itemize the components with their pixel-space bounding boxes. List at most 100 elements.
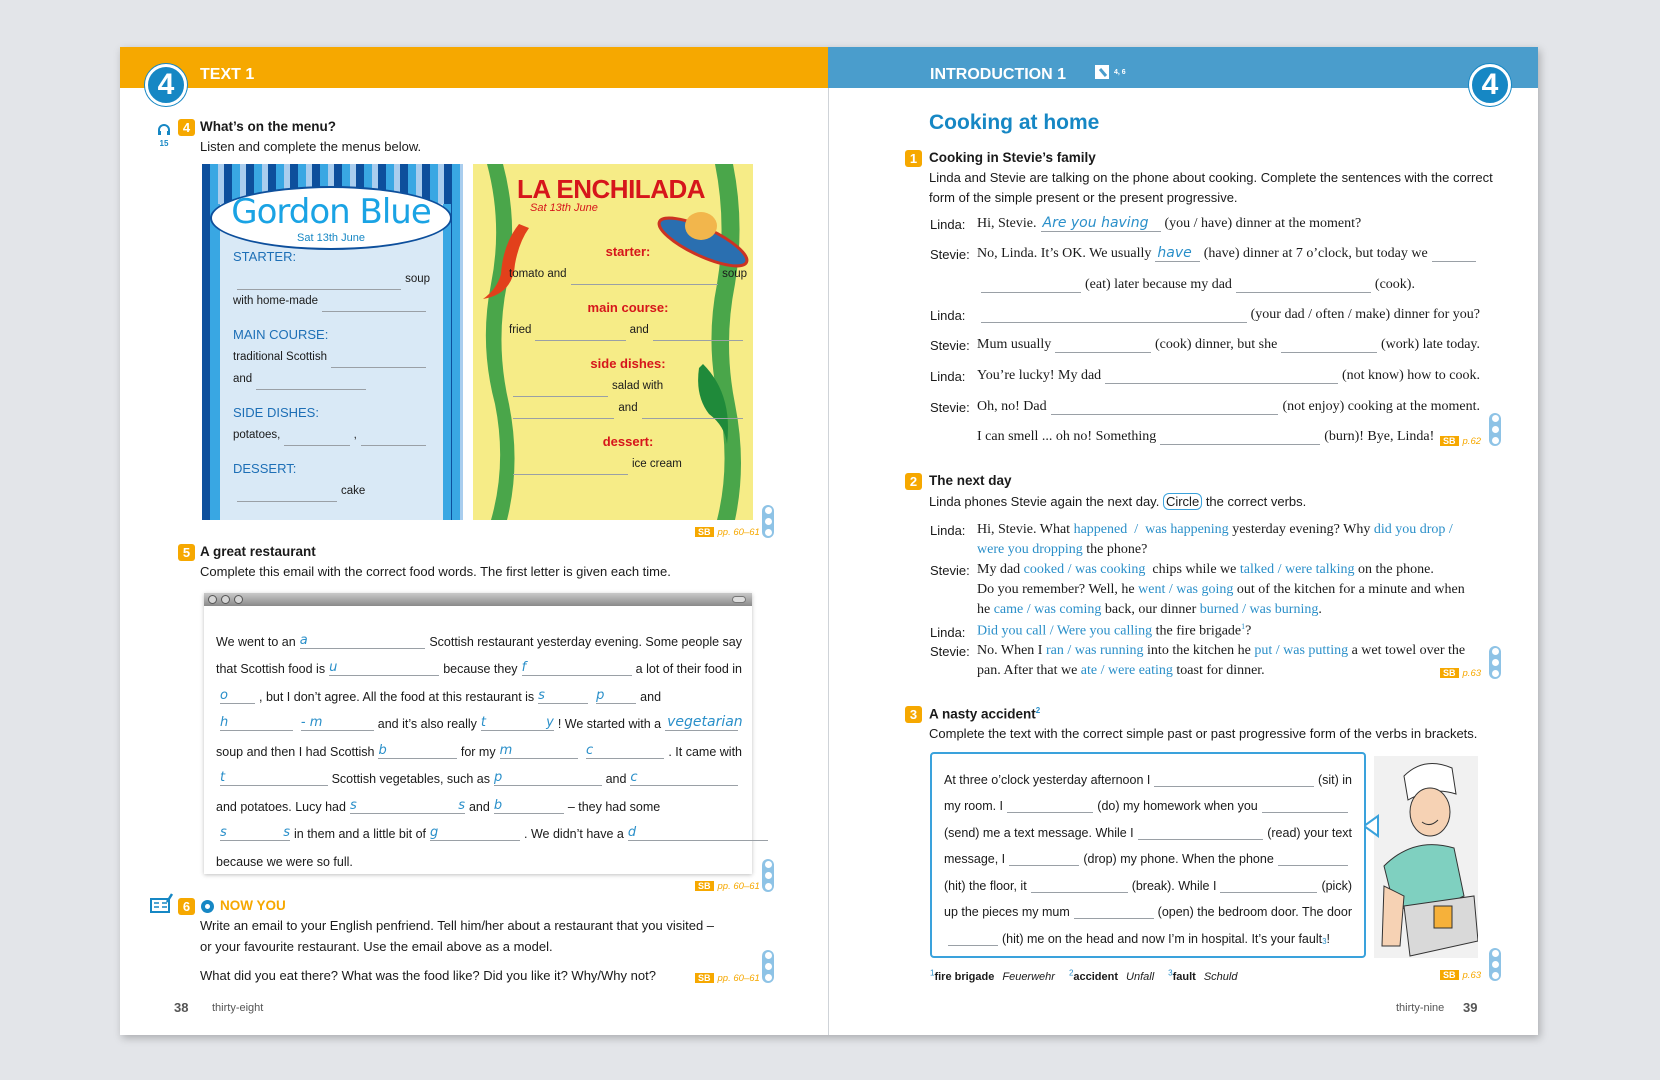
- dialogue-text: No. When I ran / was running into the ki…: [977, 643, 1465, 659]
- first-letter-hint: s: [220, 825, 227, 840]
- footnote: 2accident Unfall: [1069, 968, 1154, 983]
- line-text: Scottish restaurant yesterday evening. S…: [429, 634, 742, 649]
- green-chili-icon: [698, 364, 728, 444]
- footnote-marker: 2: [1035, 706, 1041, 715]
- student-book-ref[interactable]: SB pp. 60–61: [695, 527, 760, 538]
- first-letter-hint: s: [349, 797, 357, 813]
- title-text: A nasty accident: [929, 706, 1036, 722]
- left-header-bar: [120, 47, 828, 88]
- line-text: (hit) the floor, it: [944, 878, 1027, 893]
- footnote-marker: 1: [1241, 622, 1246, 631]
- dialogue-row: Linda: You’re lucky! My dad (not know) how…: [930, 364, 1480, 384]
- page-number-words: thirty-nine: [1396, 1002, 1445, 1014]
- self-check-rings-icon[interactable]: [1489, 413, 1501, 446]
- line-text: We went to an: [216, 634, 296, 649]
- line-text: that Scottish food is: [216, 662, 326, 676]
- example-answer: vegetarian: [667, 714, 743, 730]
- menu-section-heading: MAIN COURSE:: [233, 327, 329, 342]
- line-text: and potatoes. Lucy had: [216, 799, 346, 814]
- menu-date: Sat 13th June: [297, 232, 365, 244]
- line-text: (eat) later because my dad: [1085, 277, 1232, 292]
- first-letter-hint: p: [494, 770, 503, 785]
- self-check-rings-icon[interactable]: [762, 950, 774, 983]
- footnote-number: 1: [930, 968, 935, 977]
- student-book-ref[interactable]: SB p.63: [1440, 668, 1481, 679]
- speech-bubble-text-box: At three o’clock yesterday afternoon I (s…: [930, 752, 1366, 958]
- exercise-number: 4: [178, 119, 195, 136]
- menu-title: Gordon Blue: [231, 192, 432, 232]
- sb-label: SB: [1440, 436, 1459, 446]
- self-check-rings-icon[interactable]: [1489, 948, 1501, 981]
- first-letter-hint: a: [299, 632, 308, 648]
- first-letter-hint: s: [538, 687, 545, 703]
- section-title: INTRODUCTION 1: [930, 66, 1066, 83]
- verb-options: did you drop /: [1373, 522, 1453, 537]
- line-text: (have) dinner at 7 o’clock, but today we: [1203, 246, 1428, 261]
- answer-blank: [652, 324, 743, 341]
- answer-blank: d: [627, 824, 768, 841]
- dialogue-row: were you dropping the phone?: [930, 542, 1480, 558]
- line-text: (pick): [1321, 878, 1352, 893]
- sb-pages: p.63: [1462, 970, 1482, 981]
- self-check-rings-icon[interactable]: [1489, 646, 1501, 679]
- sb-label: SB: [695, 973, 714, 983]
- line-text: out of the kitchen for a minute and when: [1233, 582, 1465, 597]
- dialogue-text: (your dad / often / make) dinner for you…: [977, 306, 1480, 323]
- line-text: , but I don’t agree. All the food at thi…: [259, 689, 535, 704]
- student-book-ref[interactable]: SB p.63: [1440, 970, 1481, 981]
- page-number: 38: [174, 1000, 189, 1015]
- window-minimize-icon: [221, 595, 230, 604]
- menu-section-heading: DESSERT:: [233, 461, 297, 476]
- window-toolbar-toggle-icon: [732, 596, 746, 603]
- line-text: traditional Scottish: [233, 351, 327, 363]
- exercise-instruction: Complete this email with the correct foo…: [200, 564, 671, 579]
- answer-blank: b: [493, 797, 564, 814]
- menu-body: starter: tomato and soup main course: fried a…: [509, 241, 747, 475]
- gap-text-line: my room. I (do) my homework when you: [944, 787, 1352, 813]
- line-text: . We didn’t have a: [524, 827, 624, 841]
- media-ref-numbers: 4, 6: [1113, 68, 1126, 76]
- answer-blank: c: [585, 742, 665, 759]
- answer-blank: [1030, 876, 1128, 893]
- email-line: that Scottish food is u because they f a lot…: [216, 649, 742, 676]
- self-check-rings-icon[interactable]: [762, 859, 774, 892]
- answer-blank: o: [220, 687, 255, 704]
- line-text: soup: [722, 268, 747, 280]
- answer-blank: [237, 273, 402, 290]
- menu-section-heading: dessert:: [602, 434, 654, 449]
- line-text: and: [605, 772, 627, 786]
- line-text: At three o’clock yesterday afternoon I: [944, 772, 1151, 787]
- audio-icon[interactable]: 15: [157, 122, 171, 148]
- menu-section-heading: starter:: [605, 244, 651, 259]
- dialogue-text: Oh, no! Dad (not enjoy) cooking at the mo…: [977, 398, 1480, 415]
- line-text: Hi, Stevie. What: [977, 522, 1074, 537]
- line-text: and: [468, 799, 490, 814]
- instruction-text: Linda phones Stevie again the next day.: [929, 494, 1160, 509]
- sb-pages: pp. 60–61: [717, 881, 760, 892]
- menu-line: and: [509, 397, 747, 419]
- student-book-ref[interactable]: SB p.62: [1440, 436, 1481, 447]
- menu-line: cake: [233, 480, 430, 502]
- menu-line: salad with: [509, 375, 747, 397]
- exercise-title: A nasty accident2: [929, 706, 1040, 722]
- media-ref[interactable]: 4, 6: [1094, 64, 1126, 80]
- first-letter-hint: g: [430, 825, 439, 840]
- right-header-bar: [828, 47, 1538, 88]
- email-line: h- m and it’s also really t y! We started w…: [216, 704, 743, 731]
- exercise-title: The next day: [929, 473, 1012, 488]
- line-text: No. When I: [977, 643, 1046, 658]
- self-check-rings-icon[interactable]: [762, 505, 774, 538]
- student-book-ref[interactable]: SB pp. 60–61: [695, 881, 760, 892]
- line-text: – they had some: [567, 799, 661, 814]
- footnote-marker: 3: [1322, 936, 1327, 946]
- footnotes: 1fire brigade Feuerwehr 2accident Unfall 3fa…: [930, 968, 1251, 983]
- dialogue-text: I can smell ... oh no! Something (burn)! …: [977, 428, 1480, 445]
- exercise-title: Cooking in Stevie’s family: [929, 150, 1096, 165]
- email-line: s s in them and a little bit of g. We didn’…: [216, 814, 768, 841]
- student-book-ref[interactable]: SB pp. 60–61: [695, 973, 760, 984]
- first-letter-hint: d: [627, 825, 637, 840]
- menu-section-heading: STARTER:: [233, 249, 297, 264]
- dialogue-text: were you dropping the phone?: [977, 542, 1147, 558]
- email-line: and potatoes. Lucy had s s and b – they had s…: [216, 786, 742, 814]
- answer-blank: [1009, 849, 1080, 866]
